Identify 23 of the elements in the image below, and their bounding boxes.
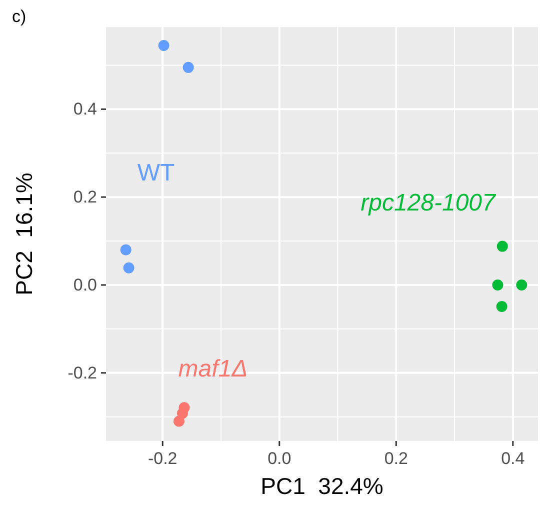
x-axis-title: PC1 32.4% (260, 473, 384, 499)
x-tick-label: 0.2 (384, 449, 408, 468)
point (120, 244, 132, 256)
y-tick-label: 0.4 (73, 100, 97, 119)
point (492, 279, 504, 290)
point (123, 262, 134, 274)
series-label: maf1Δ (178, 356, 248, 382)
point (173, 416, 184, 427)
point (496, 301, 508, 312)
point (496, 240, 508, 252)
point (158, 40, 170, 51)
chart-title: c) (12, 7, 26, 26)
y-axis-title: PC2 16.1% (11, 172, 37, 296)
y-tick-label: 0.2 (73, 188, 97, 207)
point (516, 279, 528, 290)
series-label: rpc128-1007 (360, 190, 498, 216)
y-tick-label: 0.0 (73, 275, 97, 294)
y-tick-label: -0.2 (68, 363, 97, 382)
point (182, 62, 194, 73)
x-tick-label: 0.4 (501, 449, 525, 468)
text: WT (137, 160, 175, 186)
x-tick-label: -0.2 (148, 449, 178, 468)
x-tick-label: 0.0 (268, 449, 292, 468)
